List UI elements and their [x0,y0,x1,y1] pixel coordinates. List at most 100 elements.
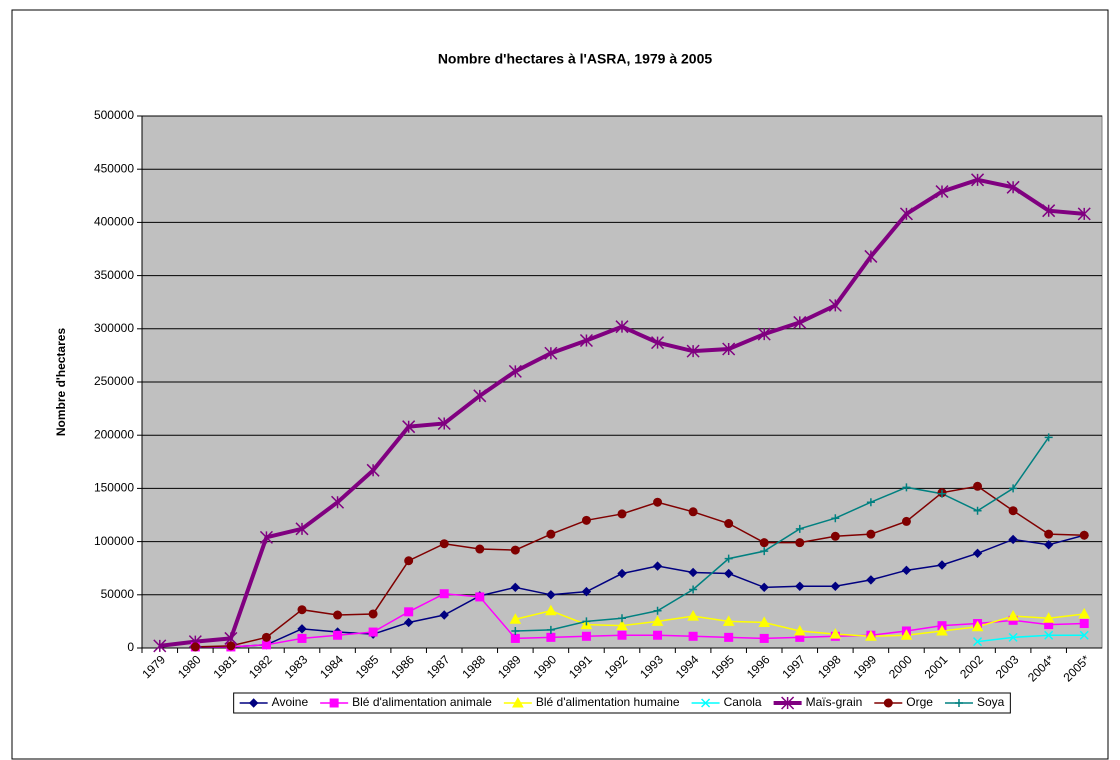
y-tick-label: 200000 [94,427,134,441]
marker [510,582,521,593]
marker [297,624,307,634]
series-line [515,436,1050,632]
marker [1079,630,1089,640]
legend-item: Soya [944,695,1005,709]
marker [404,556,414,566]
marker [153,639,167,653]
marker [618,614,626,623]
marker [795,581,805,591]
marker [901,565,912,576]
marker [248,698,259,708]
marker [1008,632,1018,642]
legend-item: Blé d'alimentation animale [320,695,492,709]
marker [973,506,982,515]
marker [864,249,878,263]
legend-item: Canola [691,695,762,709]
marker [831,514,840,523]
marker [261,640,271,650]
marker [439,539,449,549]
series-line [195,534,1085,648]
legend-box [233,692,1011,714]
marker [651,615,664,626]
marker [866,529,876,539]
marker [830,531,840,541]
marker [724,519,734,529]
marker [971,173,985,187]
marker [1009,484,1018,493]
marker [828,298,842,312]
marker [546,529,556,539]
marker [1042,204,1056,218]
marker [509,613,522,624]
marker [795,524,804,533]
legend-label: Avoine [272,695,309,709]
marker [759,633,769,643]
marker [439,610,449,620]
marker [261,632,271,642]
marker [475,592,485,602]
marker [652,561,663,571]
legend-item: Maïs-grain [773,695,862,710]
marker [653,606,662,615]
marker [545,604,557,616]
marker [723,568,734,579]
marker [1007,610,1019,621]
marker [617,630,627,640]
marker [297,633,307,643]
marker [1078,607,1091,619]
marker [295,522,309,536]
marker [757,327,771,341]
marker [404,607,414,617]
marker [368,609,378,619]
y-tick-label: 300000 [94,321,134,335]
y-axis-label: Nombre d'hectares [54,328,68,437]
marker [1008,534,1018,545]
marker [954,699,963,707]
marker [793,624,806,636]
marker [510,545,520,555]
legend: Avoine Blé d'alimentation animale Blé d'al… [233,692,1011,714]
marker [688,567,698,578]
marker [687,610,699,621]
marker [759,538,769,548]
marker [760,547,769,556]
marker [226,641,236,651]
marker [437,416,451,431]
legend-label: Orge [906,695,933,709]
marker [936,624,948,636]
marker [938,489,946,498]
marker [546,590,556,600]
legend-item: Blé d'alimentation humaine [503,695,680,709]
marker [402,420,416,434]
marker [616,619,628,631]
chart-title: Nombre d'hectares à l'ASRA, 1979 à 2005 [438,51,713,67]
marker [511,626,520,635]
marker [1042,612,1055,623]
y-tick-label: 400000 [94,215,134,229]
marker [1044,529,1054,539]
y-tick-label: 50000 [101,587,135,601]
marker [758,616,771,627]
marker [581,515,591,525]
marker [653,630,663,640]
marker [1077,207,1091,221]
series-line [195,485,1085,648]
marker [615,320,629,334]
marker [724,632,734,642]
marker [973,481,983,491]
marker [686,344,700,358]
marker [366,463,380,477]
legend-label: Blé d'alimentation animale [352,695,492,709]
marker [1079,530,1089,540]
series-line [977,634,1085,643]
marker [259,530,273,544]
marker [581,631,591,641]
marker [333,610,343,620]
marker [582,617,591,626]
marker [1008,506,1018,516]
marker [722,615,735,626]
marker [333,630,343,640]
series-line [195,592,1085,648]
y-tick-label: 0 [127,640,134,654]
